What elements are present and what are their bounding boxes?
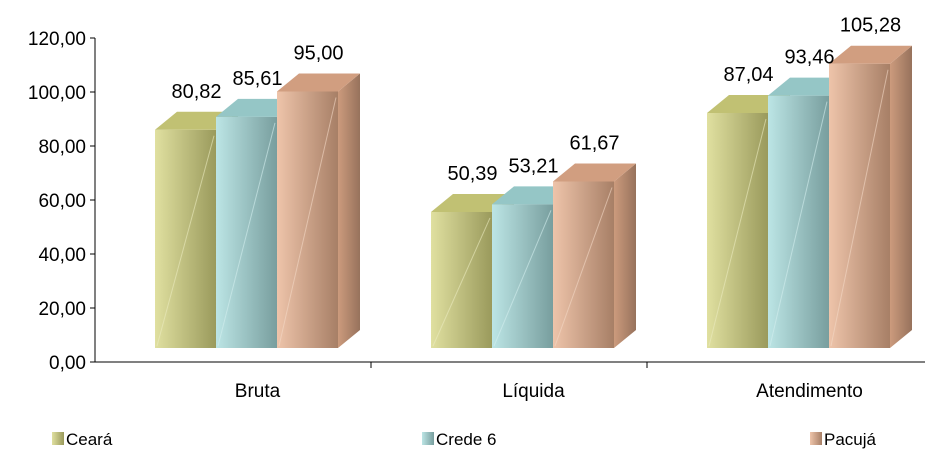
- legend-swatch: [422, 432, 434, 445]
- data-label: 80,82: [171, 81, 221, 103]
- x-tick-label: Atendimento: [756, 381, 863, 402]
- bar-highlight: [493, 210, 552, 347]
- y-tick-label: 0,00: [49, 353, 86, 374]
- bar-front: [431, 211, 492, 348]
- y-tick-label: 80,00: [38, 137, 86, 158]
- data-label: 53,21: [508, 155, 558, 177]
- bar-highlight: [554, 187, 613, 347]
- x-tick-label: Líquida: [502, 381, 565, 402]
- data-label: 105,28: [840, 15, 901, 37]
- data-label: 61,67: [569, 132, 619, 154]
- data-label: 50,39: [447, 163, 497, 185]
- bar-top: [553, 163, 636, 182]
- data-label: 87,04: [723, 64, 773, 86]
- legend-item: Pacujá: [810, 430, 877, 449]
- bar-highlight: [830, 69, 889, 347]
- bar-highlight: [708, 118, 767, 347]
- y-tick-label: 60,00: [38, 191, 86, 212]
- legend-swatch: [52, 432, 64, 445]
- bar-top: [829, 45, 912, 64]
- bar-side: [614, 163, 636, 348]
- data-label: 85,61: [232, 68, 282, 90]
- x-tick-label: Bruta: [235, 381, 281, 402]
- bar-highlight: [156, 135, 215, 347]
- bar-side: [890, 45, 912, 349]
- legend-item: Crede 6: [422, 430, 496, 449]
- bar: [553, 163, 636, 348]
- legend-item: Ceará: [52, 430, 113, 449]
- bar-highlight: [432, 217, 491, 347]
- y-tick-label: 100,00: [28, 83, 86, 104]
- data-label: 93,46: [784, 47, 834, 69]
- y-tick-label: 40,00: [38, 245, 86, 266]
- bar-top: [277, 73, 360, 92]
- y-tick-label: 20,00: [38, 299, 86, 320]
- legend-label: Pacujá: [824, 430, 877, 449]
- bar: [829, 45, 912, 349]
- bar-side: [338, 73, 360, 348]
- bar: [277, 73, 360, 348]
- bar-front: [492, 204, 553, 348]
- data-label: 95,00: [293, 43, 343, 65]
- y-tick-label: 120,00: [28, 29, 86, 50]
- bar-highlight: [769, 101, 828, 347]
- legend-swatch: [810, 432, 822, 445]
- legend-label: Ceará: [66, 430, 113, 449]
- bar-highlight: [278, 97, 337, 347]
- bar-highlight: [217, 122, 276, 347]
- legend-label: Crede 6: [436, 430, 496, 449]
